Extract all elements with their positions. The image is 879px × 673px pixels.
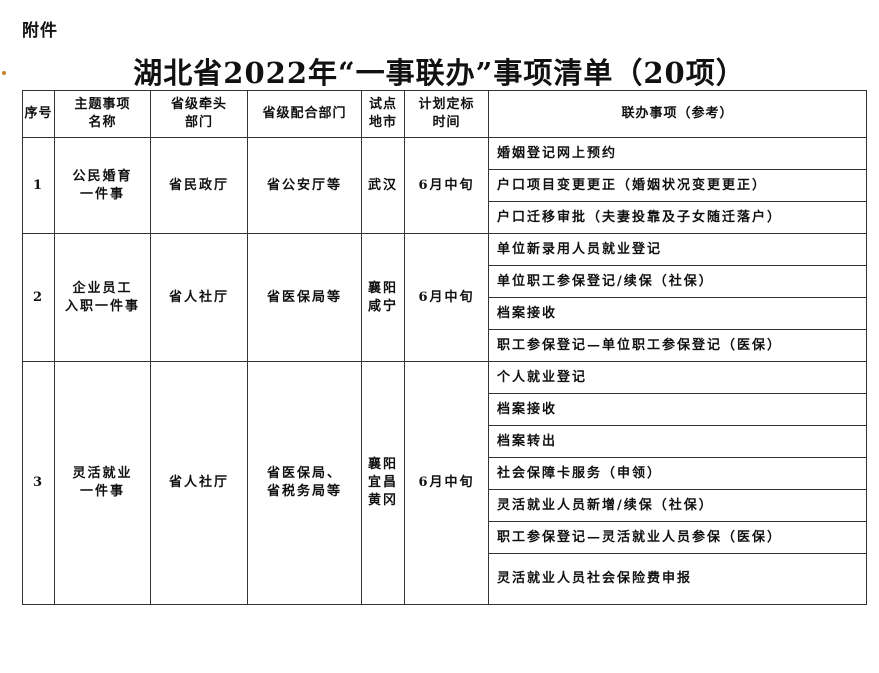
joint-item: 单位新录用人员就业登记: [488, 233, 867, 266]
table-row: 档案转出: [23, 425, 867, 458]
joint-item: 档案转出: [488, 425, 867, 458]
target-time: 6月中旬: [404, 361, 489, 605]
joint-item: 户口迁移审批（夫妻投靠及子女随迁落户）: [488, 201, 867, 234]
row-number: 2: [22, 233, 55, 362]
matters-table: 序号 主题事项 名称 省级牵头 部门 省级配合部门 试点 地市 计划定标 时间 联办事项…: [22, 90, 867, 605]
joint-item: 档案接收: [488, 297, 867, 330]
table-row: 3 灵活就业 一件事 省人社厅 省医保局、 省税务局等 襄阳 宜昌 黄冈 6月中旬 个人就业登记: [22, 361, 867, 605]
joint-item: 个人就业登记: [488, 361, 867, 394]
cooperating-departments: 省医保局、 省税务局等: [247, 361, 362, 605]
cooperating-departments: 省医保局等: [247, 233, 362, 362]
joint-item: 职工参保登记—单位职工参保登记（医保）: [488, 329, 867, 362]
table-row: 职工参保登记—单位职工参保登记（医保）: [23, 329, 867, 362]
row-number: 3: [22, 361, 55, 605]
header-no: 序号: [22, 90, 55, 138]
joint-item: 社会保障卡服务（申领）: [488, 457, 867, 490]
lead-department: 省人社厅: [150, 361, 248, 605]
header-pilot-city: 试点 地市: [361, 90, 405, 138]
pilot-cities: 武汉: [361, 137, 405, 234]
attachment-label: 附件: [22, 21, 58, 41]
target-time: 6月中旬: [404, 137, 489, 234]
page-title: 湖北省2022年“一事联办”事项清单（20项）: [133, 56, 746, 90]
header-target-time: 计划定标 时间: [404, 90, 489, 138]
header-joint-items: 联办事项（参考）: [488, 90, 867, 138]
joint-item: 职工参保登记—灵活就业人员参保（医保）: [488, 521, 867, 554]
pilot-cities: 襄阳 宜昌 黄冈: [361, 361, 405, 605]
table-row: 档案接收: [23, 297, 867, 330]
table-row: 户口项目变更更正（婚姻状况变更更正）: [23, 169, 867, 202]
topic-name: 公民婚育 一件事: [54, 137, 151, 234]
table-header-row: 序号 主题事项 名称 省级牵头 部门 省级配合部门 试点 地市 计划定标 时间 联办事项…: [22, 90, 867, 138]
lead-department: 省人社厅: [150, 233, 248, 362]
joint-item: 灵活就业人员新增/续保（社保）: [488, 489, 867, 522]
topic-name: 灵活就业 一件事: [54, 361, 151, 605]
topic-name: 企业员工 入职一件事: [54, 233, 151, 362]
joint-item: 单位职工参保登记/续保（社保）: [488, 265, 867, 298]
joint-item: 婚姻登记网上预约: [488, 137, 867, 170]
table-row: 单位职工参保登记/续保（社保）: [23, 265, 867, 298]
cooperating-departments: 省公安厅等: [247, 137, 362, 234]
joint-item: 档案接收: [488, 393, 867, 426]
pilot-cities: 襄阳 咸宁: [361, 233, 405, 362]
header-topic: 主题事项 名称: [54, 90, 151, 138]
table-row: 社会保障卡服务（申领）: [23, 457, 867, 490]
joint-item: 灵活就业人员社会保险费申报: [488, 553, 867, 605]
table-row: 2 企业员工 入职一件事 省人社厅 省医保局等 襄阳 咸宁 6月中旬 单位新录用人员就业登记: [22, 233, 867, 362]
table-row: 户口迁移审批（夫妻投靠及子女随迁落户）: [23, 201, 867, 234]
margin-mark: [2, 71, 6, 75]
header-coop-dept: 省级配合部门: [247, 90, 362, 138]
lead-department: 省民政厅: [150, 137, 248, 234]
joint-item: 户口项目变更更正（婚姻状况变更更正）: [488, 169, 867, 202]
table-row: 1 公民婚育 一件事 省民政厅 省公安厅等 武汉 6月中旬 婚姻登记网上预约: [22, 137, 867, 234]
row-number: 1: [22, 137, 55, 234]
table-row: 灵活就业人员新增/续保（社保）: [23, 489, 867, 522]
table-row: 灵活就业人员社会保险费申报: [23, 553, 867, 605]
table-row: 职工参保登记—灵活就业人员参保（医保）: [23, 521, 867, 554]
target-time: 6月中旬: [404, 233, 489, 362]
header-lead-dept: 省级牵头 部门: [150, 90, 248, 138]
